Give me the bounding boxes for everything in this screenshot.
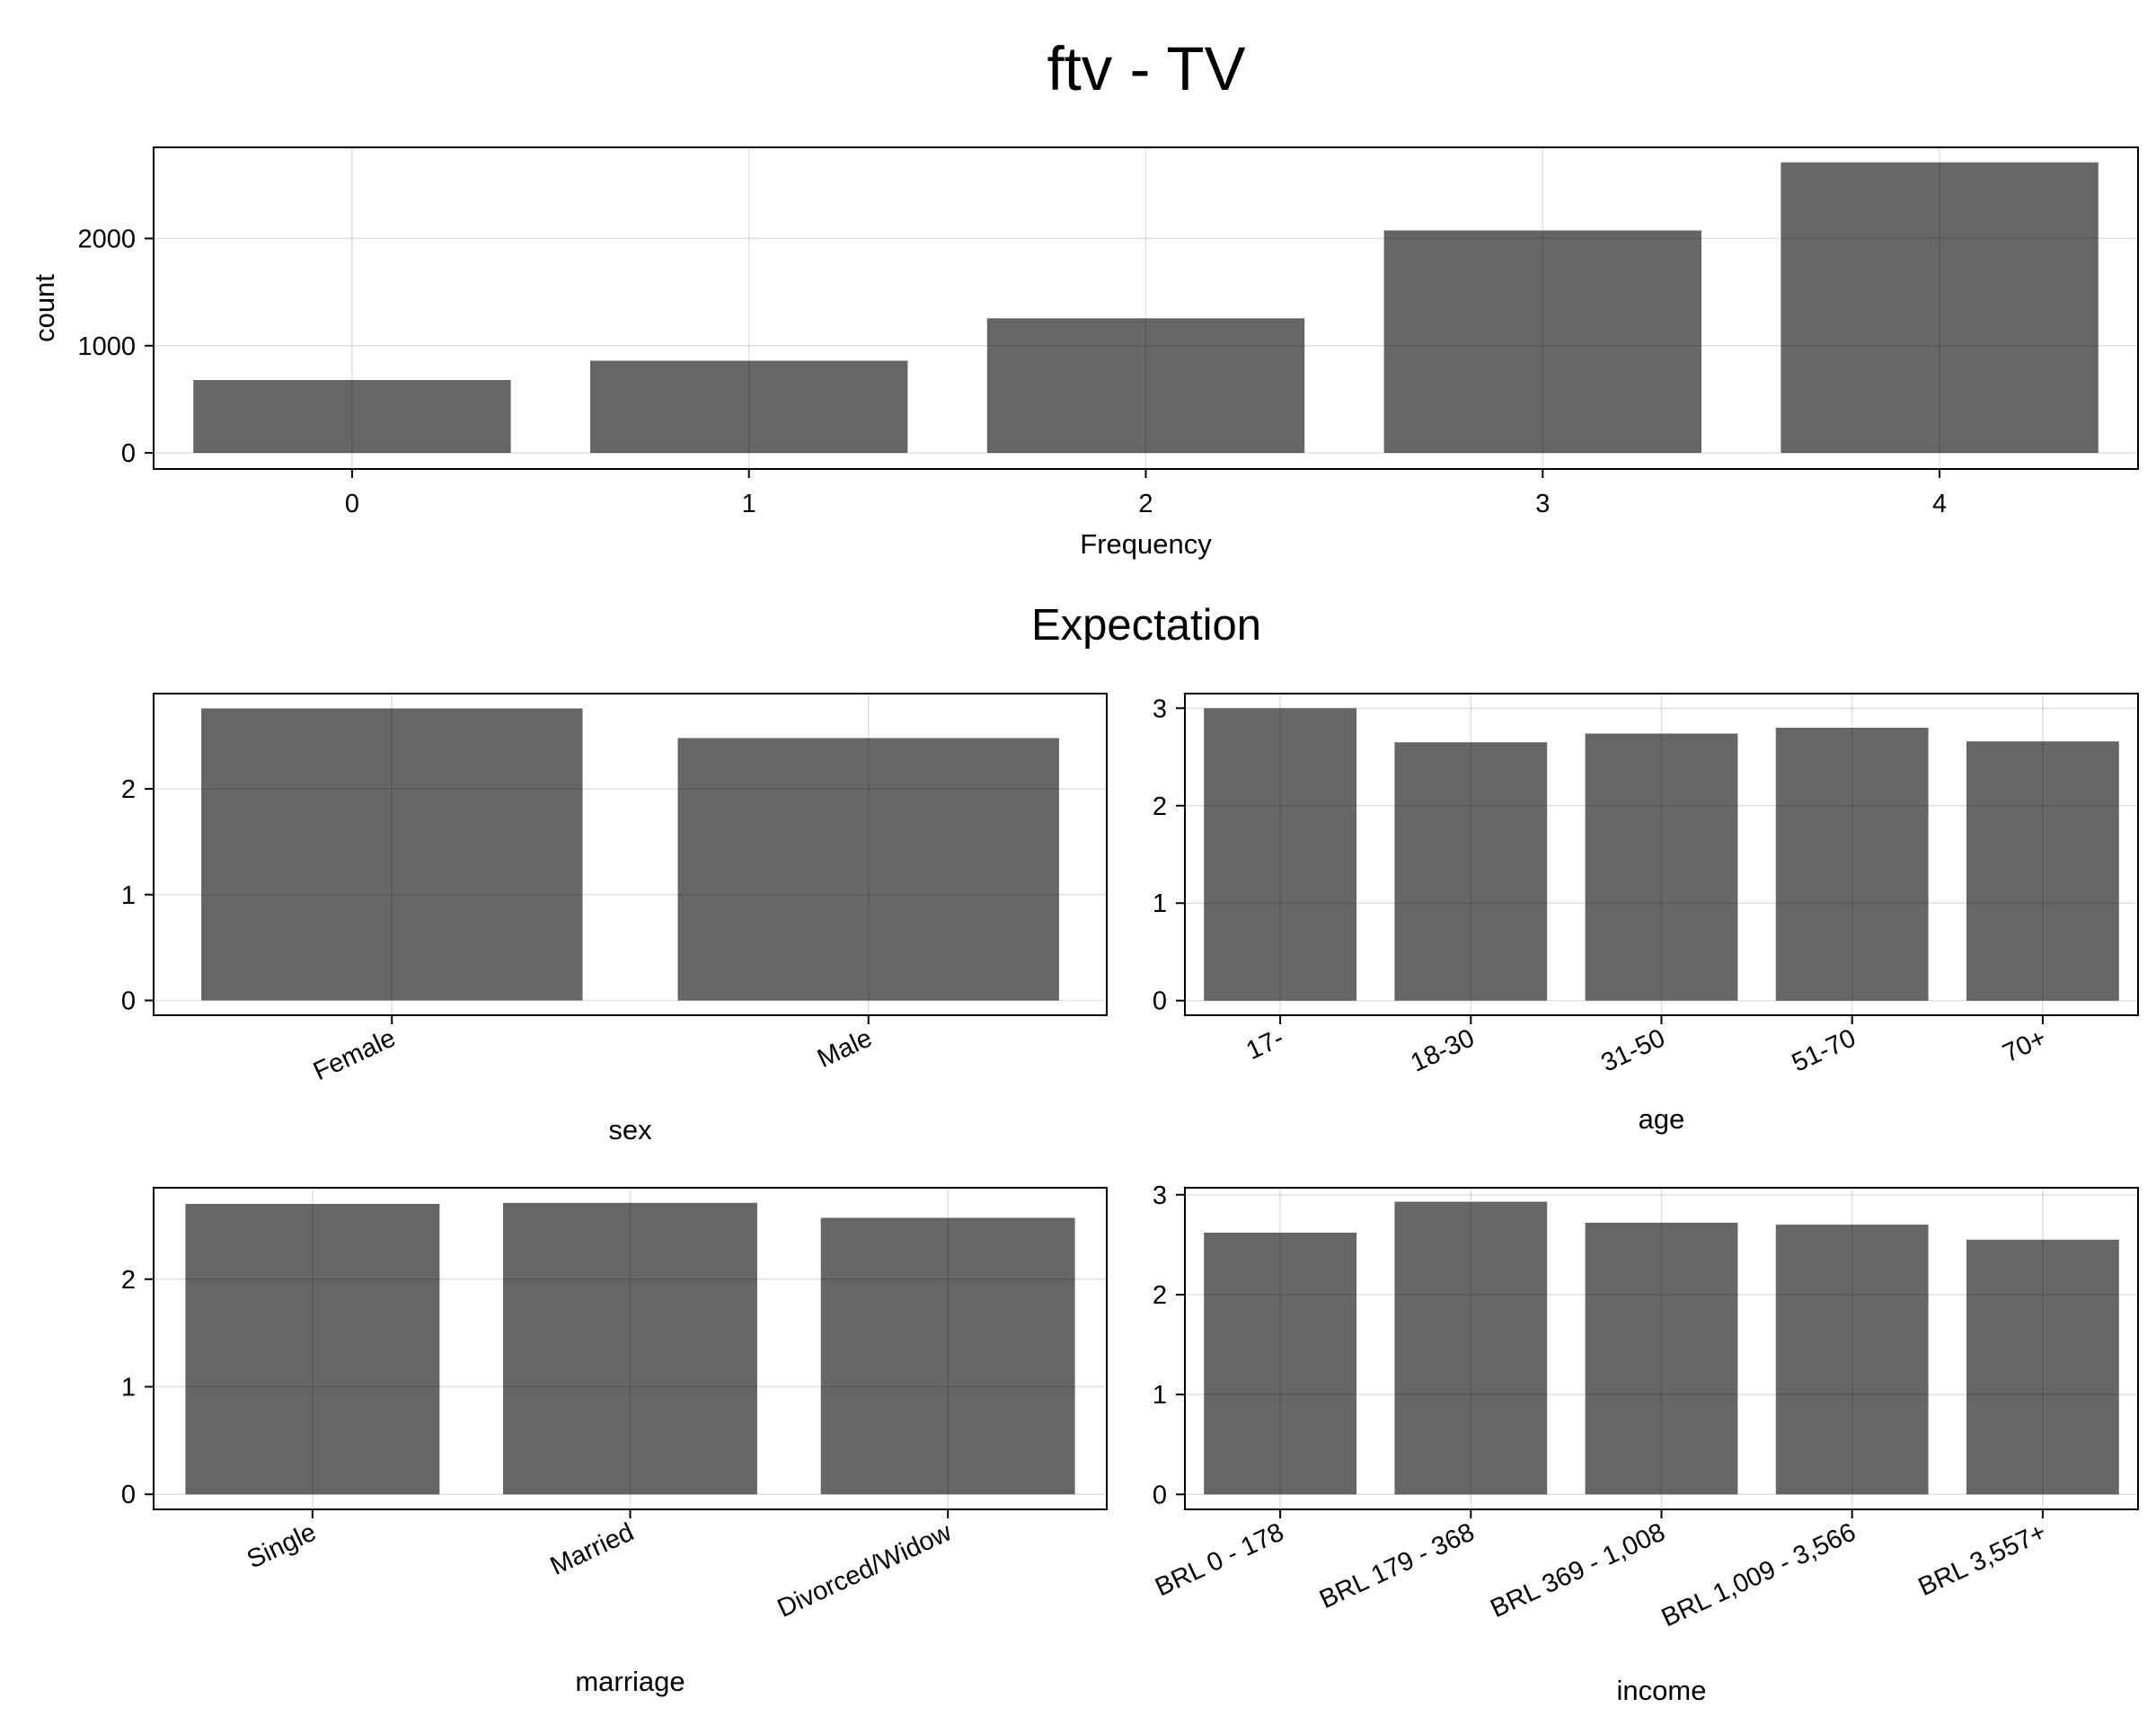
y-tick-label: 1 [1153, 889, 1167, 918]
x-tick-label: 17- [1242, 1023, 1289, 1066]
y-tick-label: 0 [121, 987, 136, 1016]
bar-brl-3-557 [1966, 1239, 2119, 1495]
x-tick-label: BRL 179 - 368 [1315, 1517, 1479, 1614]
y-tick-label: 0 [1153, 987, 1167, 1016]
y-tick-label: 0 [121, 439, 136, 468]
x-tick-label: BRL 3,557+ [1914, 1517, 2051, 1602]
x-axis-label: sex [608, 1114, 652, 1146]
x-tick-label: 51-70 [1788, 1023, 1860, 1077]
bar-brl-0-178 [1204, 1233, 1356, 1495]
bar-married [503, 1202, 757, 1495]
x-axis-label: age [1639, 1103, 1685, 1135]
figure-subtitle: Expectation [1031, 601, 1261, 650]
bar-brl-1-009-3-566 [1775, 1225, 1929, 1495]
bar-3 [1383, 230, 1701, 454]
bar-brl-179-368 [1394, 1201, 1548, 1495]
marriage-chart: 0 1 2 Single Married Divorced/Widow marriage [121, 1187, 1108, 1697]
x-tick-label: Male [813, 1023, 876, 1074]
x-axis-label: Frequency [1080, 528, 1212, 560]
bar-31-50 [1585, 733, 1738, 1001]
x-tick-label: 4 [1932, 490, 1947, 518]
y-tick-label: 1 [1153, 1381, 1167, 1410]
bar-2 [986, 318, 1305, 454]
x-tick-label: Married [546, 1517, 639, 1581]
x-tick-label: 2 [1138, 490, 1153, 518]
y-tick-label: 2 [121, 1266, 136, 1295]
x-tick-label: BRL 0 - 178 [1151, 1517, 1288, 1602]
x-tick-label: 70+ [1999, 1023, 2051, 1068]
y-tick-label: 1000 [77, 332, 136, 361]
y-tick-label: 0 [121, 1481, 136, 1509]
plot-frame [153, 693, 1108, 1016]
bar-brl-369-1-008 [1585, 1222, 1738, 1495]
x-tick-label: 3 [1535, 490, 1550, 518]
income-chart: 0 1 2 3 BRL 0 - 178 BRL 179 - 368 BRL 369 - 1,… [1151, 1181, 2139, 1706]
bar-18-30 [1394, 742, 1548, 1001]
bar-17 [1204, 708, 1356, 1001]
y-tick-label: 2000 [77, 225, 136, 253]
x-tick-label: 18-30 [1407, 1023, 1480, 1077]
x-tick-label: 1 [742, 490, 756, 518]
bar-51-70 [1775, 728, 1929, 1001]
y-tick-label: 1 [121, 1374, 136, 1402]
figure-title: ftv - TV [1047, 34, 1245, 103]
bar-70 [1966, 741, 2119, 1001]
bar-4 [1780, 162, 2099, 454]
y-tick-label: 0 [1153, 1481, 1167, 1509]
y-tick-label: 2 [1153, 792, 1167, 821]
bar-single [185, 1204, 440, 1495]
x-tick-label: 31-50 [1597, 1023, 1670, 1077]
y-tick-label: 3 [1153, 1181, 1167, 1210]
age-chart: 0 1 2 3 17- 18-30 31-50 51-70 70+ age [1153, 693, 2139, 1135]
x-axis-label: income [1617, 1675, 1707, 1706]
y-tick-label: 2 [1153, 1281, 1167, 1310]
sex-chart: 0 1 2 Female Male sex [121, 693, 1108, 1146]
bar-divorced-widow [820, 1217, 1075, 1495]
bar-female [201, 708, 583, 1001]
bar-0 [193, 380, 511, 454]
x-tick-label: BRL 1,009 - 3,566 [1657, 1517, 1860, 1632]
y-tick-label: 3 [1153, 694, 1167, 723]
x-tick-label: Single [243, 1517, 321, 1574]
frequency-chart: 0 1000 2000 0 1 2 3 4 Frequency count [29, 146, 2139, 560]
x-tick-label: 0 [345, 490, 359, 518]
bar-1 [590, 360, 908, 454]
x-axis-label: marriage [575, 1666, 685, 1697]
y-tick-label: 2 [121, 775, 136, 804]
x-tick-label: Divorced/Widow [773, 1517, 957, 1623]
y-axis-label: count [29, 274, 60, 342]
y-tick-label: 1 [121, 881, 136, 910]
x-tick-label: Female [309, 1023, 400, 1086]
bar-male [677, 738, 1059, 1001]
x-tick-label: BRL 369 - 1,008 [1486, 1517, 1669, 1623]
